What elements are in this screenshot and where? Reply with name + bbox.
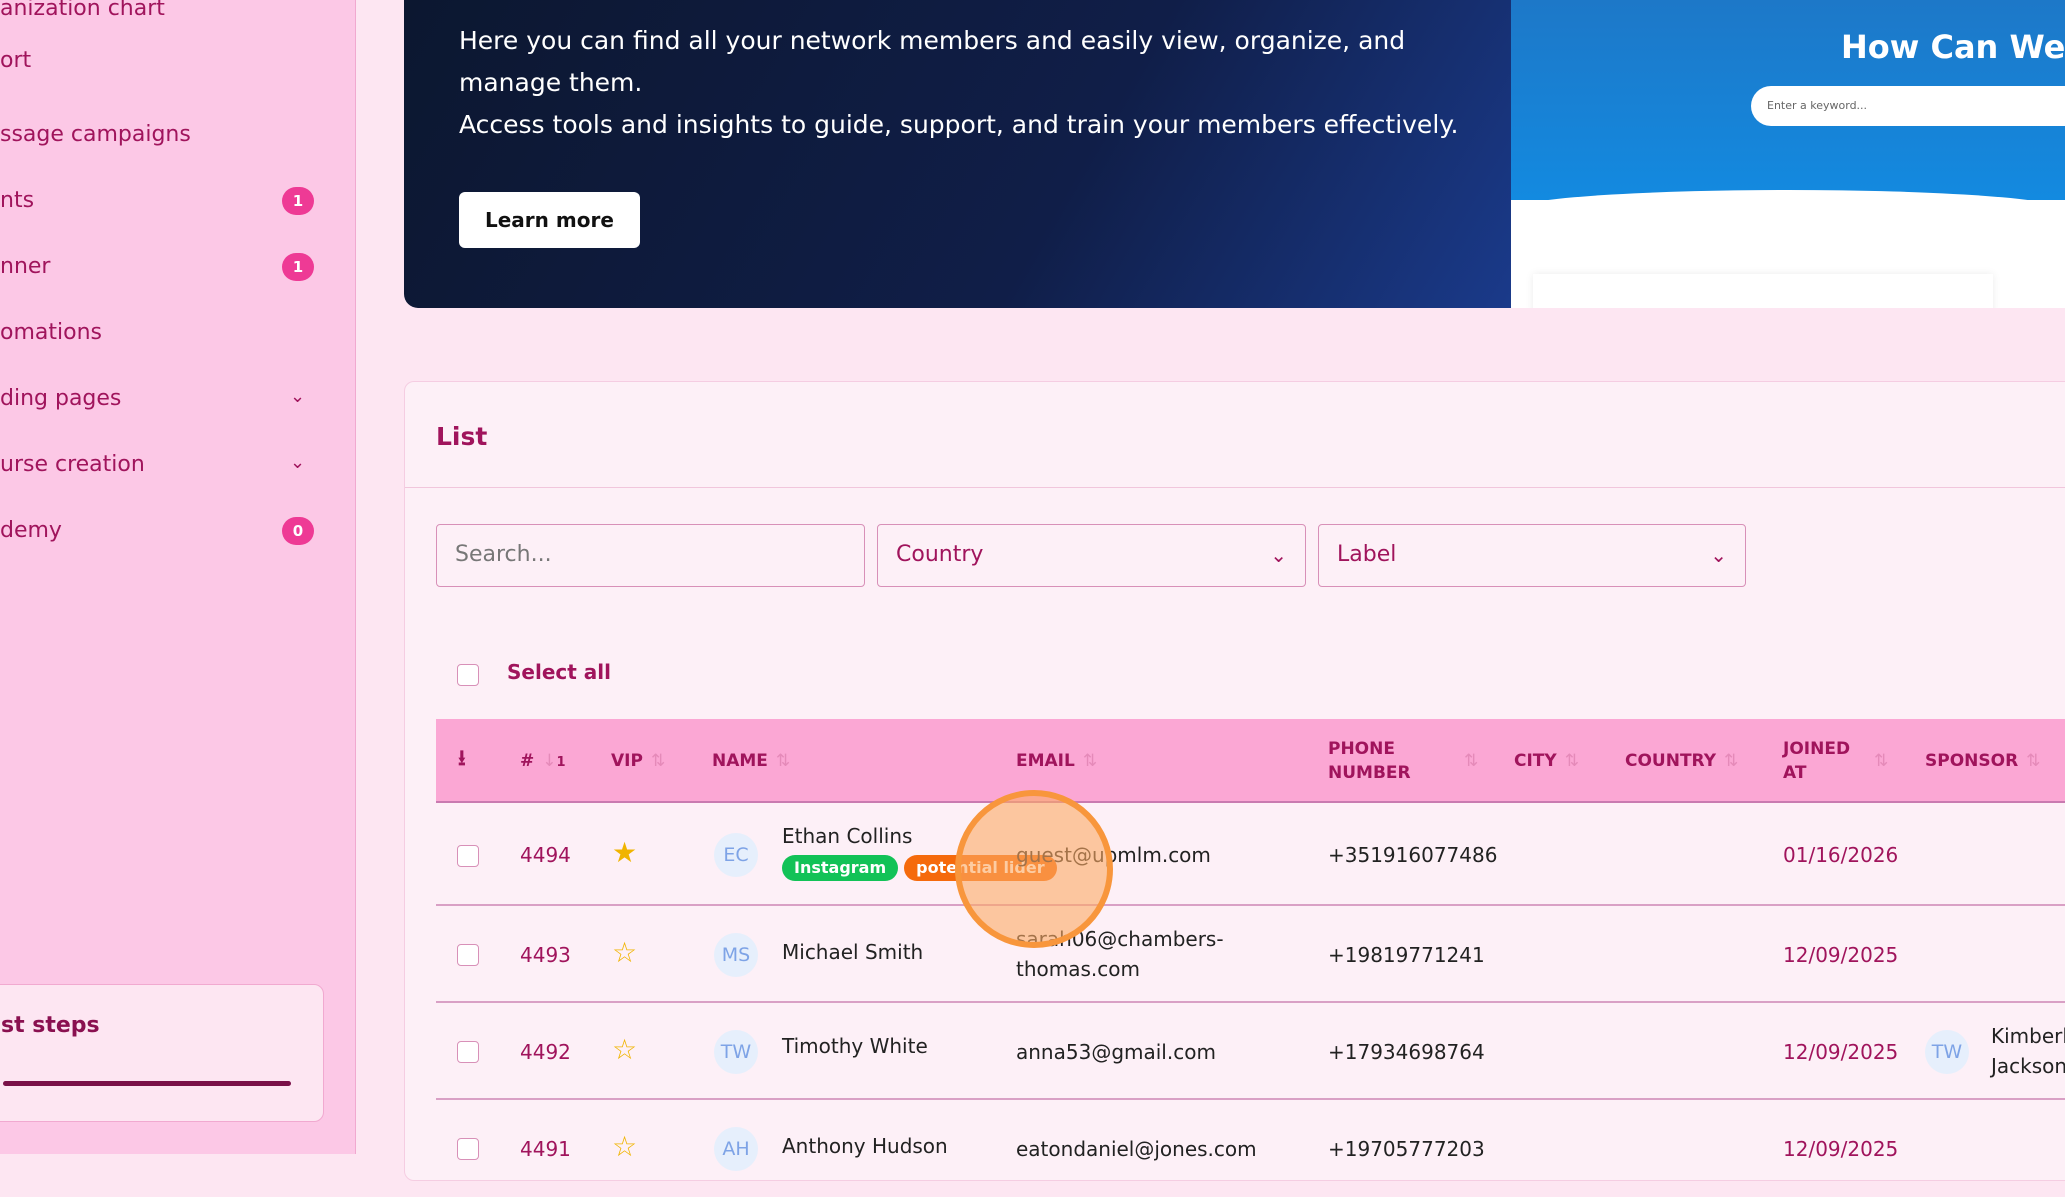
member-name[interactable]: Anthony Hudson xyxy=(782,1134,948,1158)
steps-title: st steps xyxy=(1,1013,100,1038)
joined-date: 12/09/2025 xyxy=(1783,1040,1899,1064)
avatar: TW xyxy=(714,1030,758,1074)
row-checkbox[interactable] xyxy=(457,1138,479,1160)
column-header-joined[interactable]: JOINED AT xyxy=(1783,739,1851,783)
label-select[interactable]: Label ⌄ xyxy=(1318,524,1746,587)
sidebar-item-planner[interactable]: nner 1 xyxy=(0,253,330,281)
label-select-value: Label xyxy=(1337,542,1397,567)
table-header: ⭳ # ↓1 VIP ⇅ NAME ⇅ EMAIL ⇅ PHONE NUMBER ⇅ C… xyxy=(436,719,2065,803)
click-indicator xyxy=(955,790,1113,948)
count-badge: 1 xyxy=(282,187,314,215)
sidebar-item-report[interactable]: ort xyxy=(0,48,330,73)
label: ssage campaigns xyxy=(0,122,191,147)
member-email: anna53@gmail.com xyxy=(1016,1040,1216,1064)
table-row[interactable]: 4493 ☆ MS Michael Smith sarah06@chambers… xyxy=(436,906,2065,1003)
joined-date: 12/09/2025 xyxy=(1783,1137,1899,1161)
joined-date: 01/16/2026 xyxy=(1783,843,1899,867)
vip-star-outline-icon[interactable]: ☆ xyxy=(612,1130,638,1163)
row-checkbox[interactable] xyxy=(457,944,479,966)
column-header-city[interactable]: CITY ⇅ xyxy=(1514,751,1579,771)
column-header-name[interactable]: NAME ⇅ xyxy=(712,751,791,771)
vip-star-filled-icon[interactable]: ★ xyxy=(612,836,638,869)
member-phone: +17934698764 xyxy=(1328,1040,1485,1064)
help-title: How Can We H xyxy=(1841,28,2065,66)
sidebar-item-message-campaigns[interactable]: ssage campaigns xyxy=(0,122,330,147)
sidebar-item-events[interactable]: nts 1 xyxy=(0,187,330,215)
chevron-down-icon: ⌄ xyxy=(290,452,306,473)
column-header-number[interactable]: # ↓1 xyxy=(520,751,566,771)
table-row[interactable]: 4491 ☆ AH Anthony Hudson eatondaniel@jon… xyxy=(436,1100,2065,1197)
country-select[interactable]: Country ⌄ xyxy=(877,524,1306,587)
column-header-sponsor[interactable]: SPONSOR ⇅ xyxy=(1925,751,2041,771)
sidebar-item-organization-chart[interactable]: anization chart xyxy=(0,0,330,21)
member-name[interactable]: Ethan Collins xyxy=(782,824,913,848)
member-id: 4491 xyxy=(520,1137,571,1161)
row-checkbox[interactable] xyxy=(457,1041,479,1063)
sidebar-item-academy[interactable]: demy 0 xyxy=(0,517,330,545)
table-row[interactable]: 4494 ★ EC Ethan Collins Instagrampotenti… xyxy=(436,803,2065,906)
member-name[interactable]: Timothy White xyxy=(782,1034,928,1058)
joined-date: 12/09/2025 xyxy=(1783,943,1899,967)
label: omations xyxy=(0,320,102,345)
label: nts xyxy=(0,188,35,213)
label: nner xyxy=(0,254,51,279)
sidebar-item-course-creation[interactable]: urse creation ⌄ xyxy=(0,452,330,477)
member-id: 4492 xyxy=(520,1040,571,1064)
search-input[interactable]: Search... xyxy=(436,524,865,587)
label: ding pages xyxy=(0,386,122,411)
avatar: MS xyxy=(714,933,758,977)
label: demy xyxy=(0,518,62,543)
banner-text-2: Access tools and insights to guide, supp… xyxy=(459,110,1459,139)
table-row[interactable]: 4492 ☆ TW Timothy White anna53@gmail.com… xyxy=(436,1003,2065,1100)
country-select-value: Country xyxy=(896,542,984,567)
list-title: List xyxy=(436,422,488,451)
help-center-preview: How Can We H Enter a keyword... xyxy=(1511,0,2065,308)
vip-star-outline-icon[interactable]: ☆ xyxy=(612,1033,638,1066)
first-steps-card[interactable]: st steps xyxy=(0,984,324,1122)
column-header-vip[interactable]: VIP ⇅ xyxy=(611,751,666,771)
sort-icon[interactable]: ⇅ xyxy=(1464,751,1479,771)
label: urse creation xyxy=(0,452,145,477)
chevron-down-icon: ⌄ xyxy=(1710,543,1727,567)
steps-progress-bar xyxy=(3,1081,291,1086)
member-phone: +351916077486 xyxy=(1328,843,1498,867)
learn-more-button[interactable]: Learn more xyxy=(459,192,640,248)
member-email: eatondaniel@jones.com xyxy=(1016,1137,1257,1161)
chevron-down-icon: ⌄ xyxy=(1270,543,1287,567)
select-all-label[interactable]: Select all xyxy=(507,660,611,684)
select-all-checkbox[interactable] xyxy=(457,664,479,686)
member-name[interactable]: Michael Smith xyxy=(782,940,924,964)
sponsor-avatar: TW xyxy=(1925,1030,1969,1074)
sort-icon[interactable]: ⇅ xyxy=(1874,751,1889,771)
vip-star-outline-icon[interactable]: ☆ xyxy=(612,936,638,969)
avatar: AH xyxy=(714,1127,758,1171)
label: anization chart xyxy=(0,0,165,21)
column-header-email[interactable]: EMAIL ⇅ xyxy=(1016,751,1098,771)
member-id: 4494 xyxy=(520,843,571,867)
column-header-country[interactable]: COUNTRY ⇅ xyxy=(1625,751,1739,771)
label: ort xyxy=(0,48,32,73)
export-icon[interactable]: ⭳ xyxy=(458,746,466,771)
count-badge: 1 xyxy=(282,253,314,281)
chevron-down-icon: ⌄ xyxy=(290,386,306,407)
avatar: EC xyxy=(714,833,758,877)
member-id: 4493 xyxy=(520,943,571,967)
sponsor-name[interactable]: Kimberly Jackson xyxy=(1991,1024,2065,1078)
count-badge: 0 xyxy=(282,517,314,545)
banner-text-1: Here you can find all your network membe… xyxy=(459,26,1406,97)
member-phone: +19819771241 xyxy=(1328,943,1485,967)
tag-instagram: Instagram xyxy=(782,855,899,881)
help-search-input: Enter a keyword... xyxy=(1751,86,2065,126)
list-card: List Search... Country ⌄ Label ⌄ Select al… xyxy=(404,381,2065,1181)
sidebar-item-automations[interactable]: omations xyxy=(0,320,330,345)
column-header-phone[interactable]: PHONE NUMBER xyxy=(1328,739,1411,783)
member-phone: +19705777203 xyxy=(1328,1137,1485,1161)
sidebar-item-landing-pages[interactable]: ding pages ⌄ xyxy=(0,386,330,411)
info-banner: Here you can find all your network membe… xyxy=(404,0,1511,308)
row-checkbox[interactable] xyxy=(457,845,479,867)
sidebar: anization chart ort ssage campaigns nts 1… xyxy=(0,0,356,1154)
